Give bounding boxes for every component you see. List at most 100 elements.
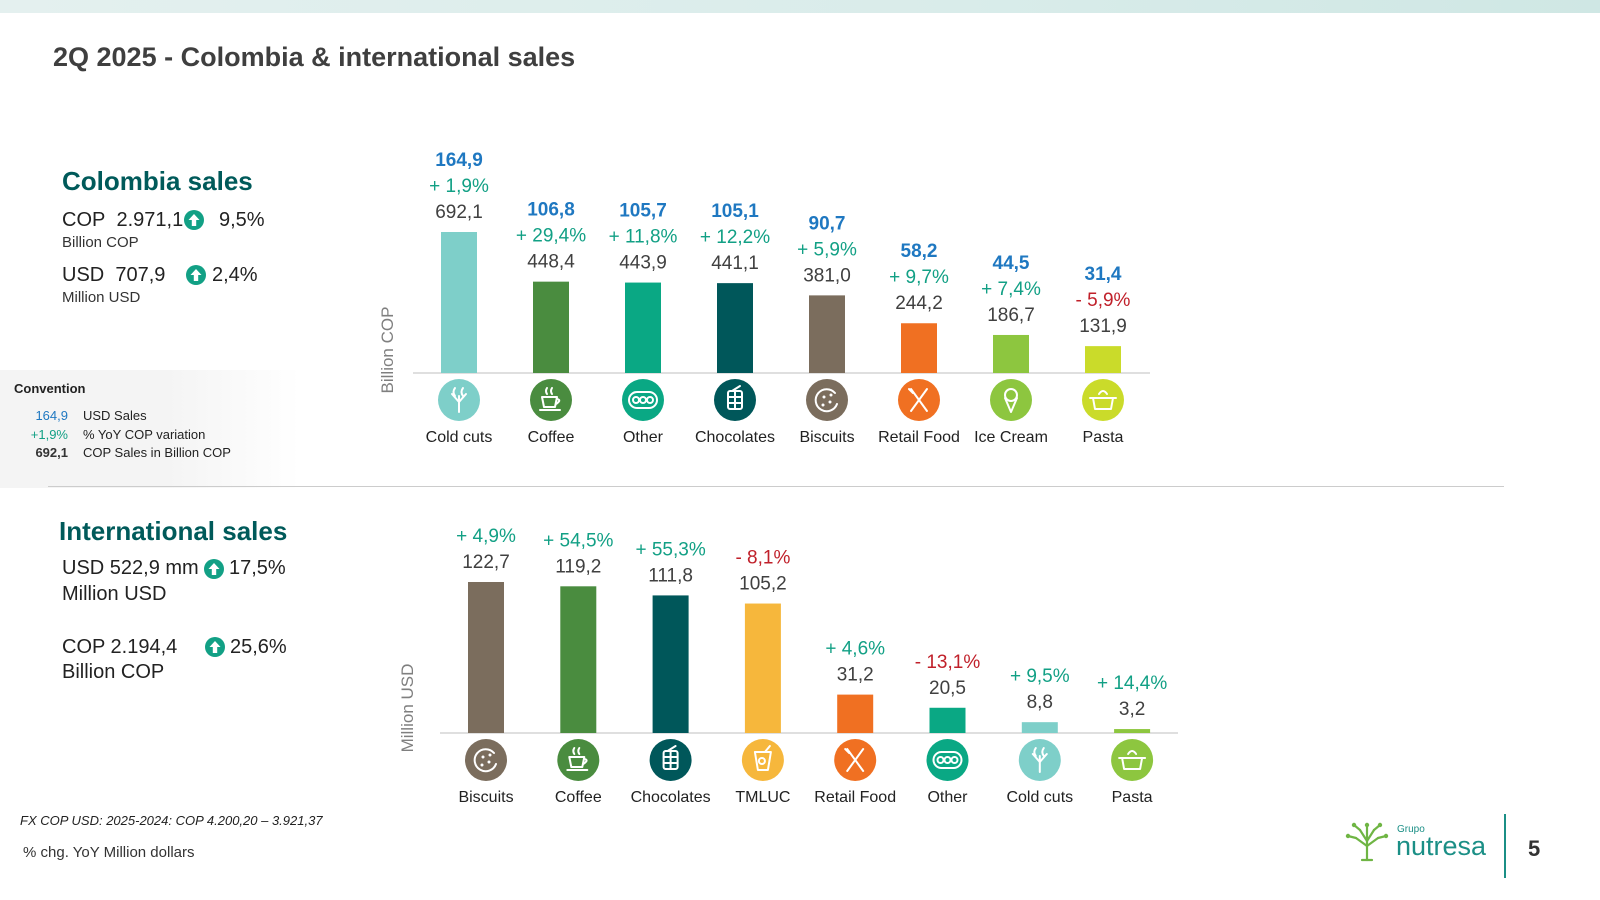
category-label: Coffee <box>528 429 575 446</box>
icon-dot <box>829 393 833 397</box>
icon-stroke <box>577 747 581 755</box>
bar <box>1021 722 1058 733</box>
icon-stroke <box>1127 750 1138 755</box>
icon-circle <box>806 379 848 421</box>
value-label: 3,2 <box>1119 699 1145 720</box>
convention-title: Convention <box>14 381 86 396</box>
icon-stroke <box>1041 747 1045 757</box>
value-label: 8,8 <box>1027 692 1053 713</box>
retail-food-icon <box>898 379 940 421</box>
tmluc-icon <box>741 739 784 781</box>
icon-circle <box>926 739 969 781</box>
category-label: Other <box>927 789 968 806</box>
colombia-cop-unit: Billion COP <box>62 234 139 251</box>
retail-food-icon <box>834 739 877 781</box>
top-band <box>0 0 1600 13</box>
icon-dot <box>821 403 825 407</box>
variation-label: + 29,4% <box>516 226 586 247</box>
chocolates-icon <box>649 739 692 781</box>
icon-dot <box>822 395 826 399</box>
variation-label: + 4,6% <box>825 639 885 660</box>
icon-stroke <box>452 387 456 397</box>
y-axis-label: Billion COP <box>378 307 397 394</box>
variation-label: + 9,7% <box>889 267 949 288</box>
category-label: Chocolates <box>631 789 711 806</box>
icon-stroke <box>910 388 928 412</box>
international-cop-unit: Billion COP <box>62 661 165 683</box>
category-label: Pasta <box>1112 789 1153 806</box>
icon-circle <box>530 379 572 421</box>
usd-label: 105,1 <box>711 201 759 222</box>
international-cop-change: 25,6% <box>230 636 287 658</box>
variation-label: + 5,9% <box>797 239 857 260</box>
convention-usd-label: USD Sales <box>83 408 147 423</box>
biscuits-icon <box>465 739 507 781</box>
international-usd-value: USD 522,9 mm <box>62 557 199 579</box>
arrow-up-icon <box>204 559 224 579</box>
icon-stroke <box>662 750 679 770</box>
variation-label: + 7,4% <box>981 279 1041 300</box>
pasta-icon <box>1082 379 1124 421</box>
icon-stroke <box>844 748 851 754</box>
variation-label: + 11,8% <box>609 227 678 248</box>
arrow-up-icon <box>186 265 206 285</box>
category-label: Chocolates <box>695 429 775 446</box>
icon-circle <box>1082 379 1124 421</box>
value-label: 131,9 <box>1079 316 1127 337</box>
usd-label: 31,4 <box>1085 264 1122 285</box>
colombia-sales-heading: Colombia sales <box>62 166 253 196</box>
bar <box>901 323 937 373</box>
variation-label: + 9,5% <box>1010 666 1070 687</box>
variation-label: + 12,2% <box>700 227 770 248</box>
bar <box>652 595 689 733</box>
variation-label: + 14,4% <box>1097 673 1167 694</box>
nutresa-tree-logo-icon <box>1345 822 1389 862</box>
bar <box>468 582 504 733</box>
icon-circle <box>1111 739 1154 781</box>
category-label: Retail Food <box>878 429 960 446</box>
icon-dot <box>480 763 484 767</box>
usd-label: 44,5 <box>993 253 1030 274</box>
icon-dot <box>487 760 491 764</box>
y-axis-label: Million USD <box>398 664 417 753</box>
bar <box>441 232 477 373</box>
icon-stroke <box>1033 747 1037 757</box>
logo-name-text: nutresa <box>1396 831 1487 861</box>
cold-cuts-icon <box>438 379 480 421</box>
pasta-icon <box>1111 739 1154 781</box>
usd-label: 105,7 <box>619 201 667 222</box>
icon-stroke <box>814 388 838 413</box>
icon-dot <box>828 400 832 404</box>
convention-legend: Convention 164,9 USD Sales +1,9% % YoY C… <box>0 370 300 488</box>
category-label: Retail Food <box>814 789 896 806</box>
icon-stroke <box>1098 390 1108 395</box>
coffee-icon <box>530 379 572 421</box>
usd-label: 90,7 <box>809 213 846 234</box>
usd-label: 164,9 <box>435 150 483 171</box>
bar <box>1114 729 1151 733</box>
chocolates-icon <box>714 379 756 421</box>
colombia-usd-kpi: USD 707,9 <box>62 264 165 287</box>
icon-dot <box>488 753 492 757</box>
value-label: 244,2 <box>895 293 943 314</box>
icon-stroke <box>731 385 741 392</box>
convention-cop-label: COP Sales in Billion COP <box>83 445 231 460</box>
variation-label: + 55,3% <box>635 539 705 560</box>
icon-stroke <box>950 756 959 764</box>
value-label: 448,4 <box>527 252 575 273</box>
value-label: 31,2 <box>837 665 874 686</box>
icon-stroke <box>932 751 963 769</box>
international-cop-value: COP 2.194,4 <box>62 636 178 658</box>
icon-dot <box>481 755 485 759</box>
icon-stroke <box>473 748 497 773</box>
convention-usd-sample: 164,9 <box>35 408 68 423</box>
value-label: 119,2 <box>555 556 601 577</box>
page-title: 2Q 2025 - Colombia & international sales <box>53 42 576 72</box>
icon-stroke <box>541 396 558 408</box>
icon-stroke <box>1004 397 1018 413</box>
colombia-cop-kpi: COP 2.971,1 <box>62 209 183 232</box>
icon-circle <box>741 739 784 781</box>
category-label: Coffee <box>555 789 602 806</box>
bar <box>625 282 661 373</box>
icon-stroke <box>628 391 658 409</box>
